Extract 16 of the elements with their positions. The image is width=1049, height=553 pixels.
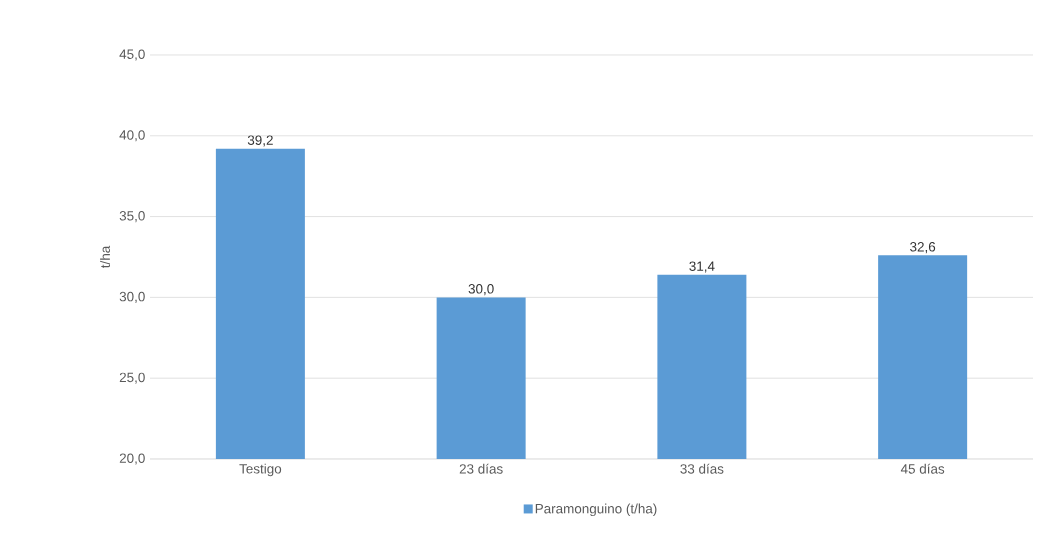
data-label: 31,4 [689,261,715,273]
y-tick-label: 30,0 [119,291,145,303]
legend-label: Paramonguino (t/ha) [535,503,657,517]
x-tick-label: 23 días [459,463,503,474]
data-label: 39,2 [247,135,273,147]
y-tick-label: 20,0 [119,453,145,465]
y-axis-title: t/ha [100,245,110,268]
x-tick-label: 45 días [900,463,945,474]
y-tick-label: 40,0 [119,130,145,142]
data-label: 32,6 [910,242,936,254]
y-tick-label: 25,0 [119,372,145,384]
data-label: 30,0 [468,284,494,296]
y-tick-label: 35,0 [119,211,145,223]
y-tick-label: 45,0 [119,49,145,61]
x-tick-label: Testigo [239,463,282,477]
x-tick-label: 33 días [680,463,724,474]
